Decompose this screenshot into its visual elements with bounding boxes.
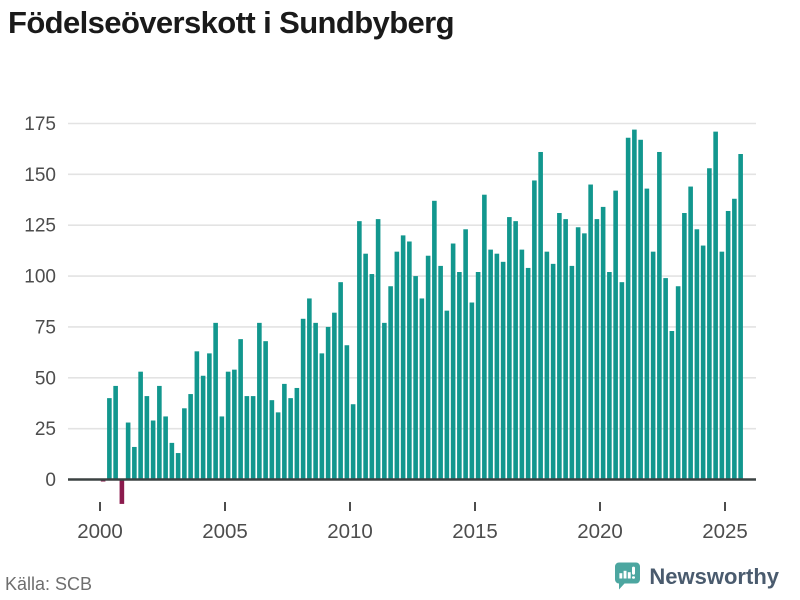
svg-text:2015: 2015 bbox=[452, 520, 498, 543]
svg-text:2025: 2025 bbox=[702, 520, 748, 543]
svg-text:125: 125 bbox=[24, 216, 56, 237]
source-note: Källa: SCB bbox=[5, 574, 93, 594]
chart-title: Födelseöverskott i Sundbyberg bbox=[8, 5, 455, 40]
svg-text:2020: 2020 bbox=[577, 520, 623, 543]
svg-text:2000: 2000 bbox=[77, 520, 123, 543]
svg-text:2005: 2005 bbox=[202, 520, 248, 543]
svg-text:0: 0 bbox=[45, 470, 56, 491]
svg-text:150: 150 bbox=[24, 165, 56, 186]
newsworthy-logo: Newsworthy bbox=[614, 562, 779, 591]
svg-text:100: 100 bbox=[24, 267, 56, 288]
newsworthy-bubble-chart-icon bbox=[615, 562, 641, 590]
svg-text:50: 50 bbox=[35, 368, 56, 389]
svg-text:75: 75 bbox=[35, 317, 56, 338]
brand-name: Newsworthy bbox=[649, 563, 779, 589]
svg-text:2010: 2010 bbox=[327, 520, 373, 543]
svg-text:175: 175 bbox=[24, 114, 56, 135]
svg-text:25: 25 bbox=[35, 419, 56, 440]
